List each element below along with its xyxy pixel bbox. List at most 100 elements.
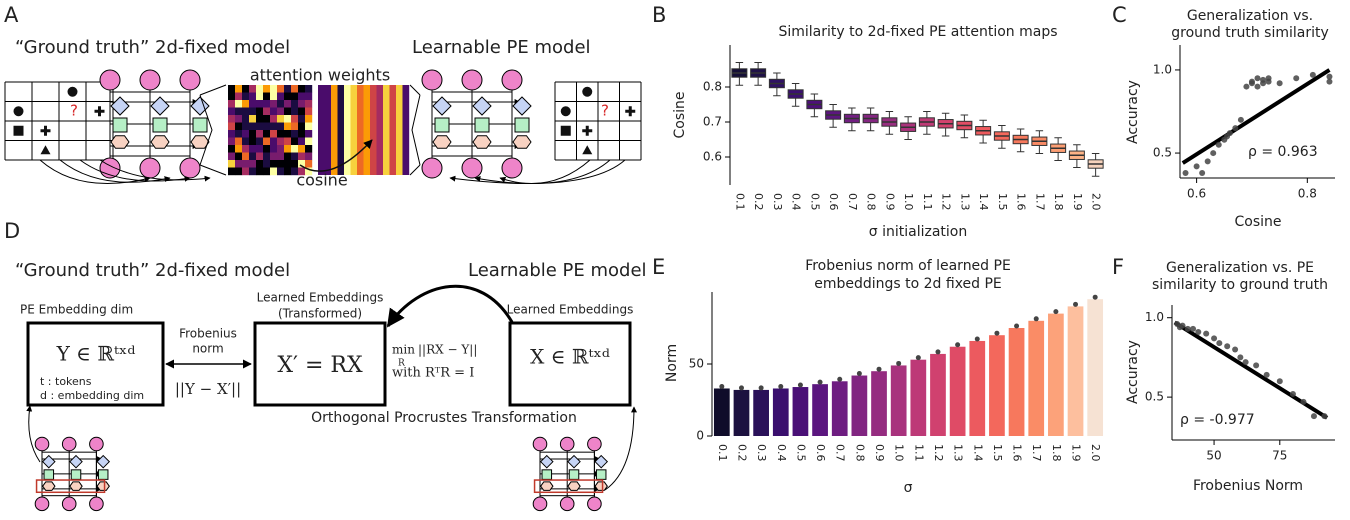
- bar: [890, 365, 907, 436]
- square: [514, 117, 530, 133]
- hexagon: [594, 481, 608, 491]
- heat-cell: [249, 145, 257, 153]
- heat-cell: [363, 85, 371, 175]
- heat-cell: [305, 137, 313, 146]
- scatter-point: [1310, 413, 1317, 420]
- bracket: [409, 84, 421, 176]
- heat-cell: [291, 100, 299, 108]
- heat-cell: [305, 107, 313, 116]
- scatter-point: [1195, 329, 1202, 335]
- heat-cell: [318, 85, 325, 175]
- heat-cell: [277, 137, 285, 146]
- scatter-point: [1184, 325, 1191, 332]
- heat-cell: [256, 92, 264, 101]
- x-tick-label: 1.2: [940, 193, 953, 211]
- x-tick-label: 0.1: [733, 193, 746, 211]
- heat-cell: [298, 115, 306, 123]
- heat-cell: [235, 137, 243, 146]
- math: with RᵀR = I: [392, 366, 474, 381]
- bar-top-dot: [1033, 316, 1039, 322]
- bar-top-dot: [1014, 323, 1020, 329]
- heat-cell: [337, 85, 345, 175]
- heat-cell: [284, 160, 292, 168]
- heat-cell: [270, 122, 278, 131]
- scatter-point: [1204, 158, 1211, 165]
- x-axis-label: σ initialization: [869, 224, 967, 240]
- heat-cell: [263, 167, 271, 176]
- x-tick-label: 0.7: [846, 193, 859, 211]
- token-node: [89, 436, 104, 452]
- x-axis-label: Cosine: [1234, 214, 1281, 230]
- chart-title: similarity to ground truth: [1152, 277, 1328, 293]
- scatter-point: [1248, 78, 1255, 85]
- token-node: [559, 436, 575, 452]
- x-tick-label: 1.0: [902, 193, 915, 211]
- x-tick-label: 0.4: [775, 444, 788, 462]
- bar: [989, 335, 1005, 436]
- square: [434, 117, 450, 133]
- heat-cell: [270, 137, 278, 146]
- heat-cell: [263, 160, 271, 168]
- chart-title: Generalization vs.: [1187, 8, 1313, 24]
- heat-cell: [270, 145, 278, 153]
- heat-cell: [284, 145, 292, 153]
- heat-cell: [277, 85, 285, 93]
- diamond: [567, 454, 581, 469]
- heat-cell: [284, 137, 292, 146]
- heat-cell: [228, 92, 236, 101]
- heat-cell: [242, 107, 250, 116]
- heat-cell: [249, 152, 257, 161]
- heat-cell: [270, 115, 278, 123]
- arrow: [59, 159, 171, 183]
- panel-letter: E: [652, 255, 665, 279]
- heat-cell: [249, 130, 257, 138]
- heat-cell: [249, 122, 257, 131]
- bar-top-dot: [955, 342, 961, 348]
- heat-cell: [284, 92, 292, 101]
- heat-cell: [270, 107, 278, 116]
- heat-cell: [270, 130, 278, 138]
- bar-top-dot: [1092, 294, 1098, 300]
- bar: [1067, 306, 1084, 436]
- heat-cell: [331, 85, 338, 175]
- chart-title: Frobenius norm of learned PE: [805, 258, 1011, 274]
- heat-cell: [249, 137, 257, 146]
- x-tick-label: 0.2: [735, 444, 748, 462]
- bar-top-dot: [876, 366, 882, 372]
- square: [97, 469, 109, 480]
- heat-cell: [228, 167, 236, 176]
- x-tick-label: 0.8: [853, 444, 866, 462]
- x-tick-label: 0.9: [873, 444, 886, 462]
- bar-top-dot: [758, 385, 764, 391]
- heat-cell: [298, 152, 306, 161]
- embedding-box: [508, 321, 632, 407]
- scatter-point: [1215, 141, 1222, 148]
- arrow: [299, 139, 373, 172]
- heat-cell: [357, 85, 364, 175]
- scatter-point: [1182, 170, 1189, 177]
- heat-cell: [263, 100, 271, 108]
- heat-cell: [228, 145, 236, 153]
- highlight: [35, 479, 106, 494]
- heat-cell: [291, 152, 299, 161]
- x-tick-label: 1.1: [921, 193, 934, 211]
- heat-cell: [291, 107, 299, 116]
- glyph: [13, 125, 24, 136]
- x-tick-label: 0.4: [790, 193, 803, 211]
- bar: [949, 346, 966, 436]
- heat-cell: [242, 167, 250, 176]
- heat-cell: [270, 152, 278, 161]
- scatter-point: [1193, 163, 1200, 170]
- x-tick-label: 0.2: [752, 193, 765, 211]
- heat-cell: [284, 167, 292, 176]
- scatter-point: [1190, 325, 1197, 332]
- heat-cell: [284, 122, 292, 131]
- heat-cell: [298, 167, 306, 176]
- model-title: Learnable PE model: [468, 260, 647, 281]
- heat-cell: [263, 107, 271, 116]
- scatter-point: [1224, 343, 1231, 350]
- diamond: [594, 454, 609, 469]
- diagram-label: norm: [192, 342, 223, 356]
- heat-cell: [263, 122, 271, 131]
- square: [595, 469, 607, 480]
